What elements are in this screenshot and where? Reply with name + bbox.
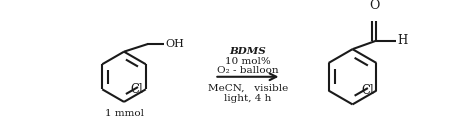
Text: 10 mol%: 10 mol% [225,57,271,66]
Text: MeCN,   visible: MeCN, visible [208,84,288,93]
Text: O₂ - balloon: O₂ - balloon [217,66,279,75]
Text: H: H [398,34,408,47]
Text: light, 4 h: light, 4 h [224,94,272,103]
Text: BDMS: BDMS [229,47,266,56]
Text: 1 mmol: 1 mmol [104,109,144,118]
Text: OH: OH [166,39,185,49]
Text: O: O [369,0,380,12]
Text: Cl: Cl [130,83,143,96]
Text: Cl: Cl [361,84,374,97]
